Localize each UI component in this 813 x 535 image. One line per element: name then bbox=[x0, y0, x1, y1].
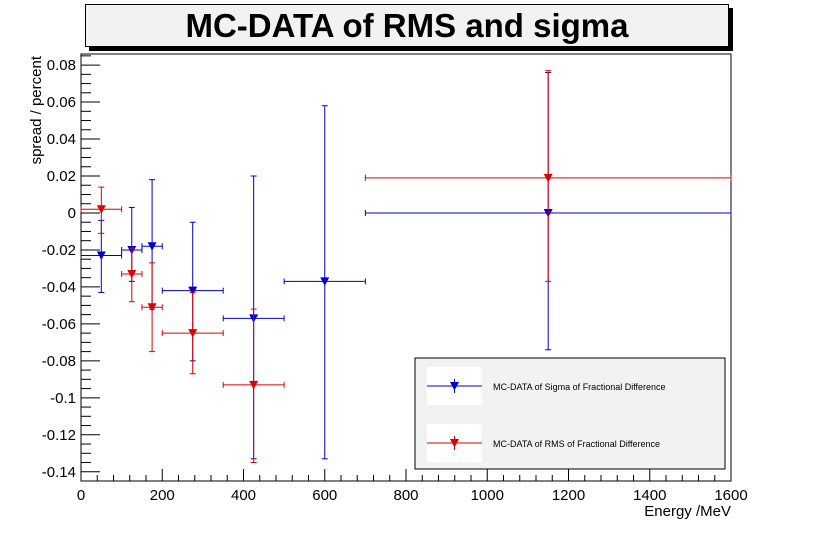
legend-label-rms: MC-DATA of RMS of Fractional Difference bbox=[493, 439, 660, 449]
legend-marker bbox=[450, 439, 459, 448]
y-tick-label: 0.08 bbox=[47, 57, 76, 74]
y-tick-label: -0.08 bbox=[42, 353, 76, 370]
data-point-marker bbox=[188, 286, 198, 296]
x-axis-label: Energy /MeV bbox=[644, 503, 731, 520]
y-tick-label: 0.02 bbox=[47, 168, 76, 185]
y-tick-label: -0.02 bbox=[42, 242, 76, 259]
y-tick-label: -0.1 bbox=[50, 390, 76, 407]
x-tick-label: 0 bbox=[77, 487, 85, 504]
y-axis-label: spread / percent bbox=[28, 55, 45, 164]
x-tick-label: 1200 bbox=[552, 487, 585, 504]
data-point-marker bbox=[96, 205, 106, 214]
y-tick-label: -0.14 bbox=[42, 464, 76, 481]
x-tick-label: 1600 bbox=[714, 487, 747, 504]
data-point-marker bbox=[96, 251, 106, 260]
data-point-marker bbox=[127, 269, 137, 279]
y-tick-label: 0.06 bbox=[47, 94, 76, 111]
x-tick-label: 400 bbox=[231, 487, 256, 504]
legend-label-sigma: MC-DATA of Sigma of Fractional Differenc… bbox=[493, 382, 666, 392]
data-point-marker bbox=[543, 173, 553, 183]
data-point-marker bbox=[147, 242, 157, 251]
x-tick-label: 200 bbox=[150, 487, 175, 504]
x-tick-label: 1400 bbox=[633, 487, 666, 504]
data-point-marker bbox=[320, 277, 330, 286]
y-tick-label: -0.06 bbox=[42, 316, 76, 333]
legend-marks bbox=[427, 379, 482, 450]
x-tick-label: 600 bbox=[312, 487, 337, 504]
data-point-marker bbox=[188, 329, 198, 338]
data-point-marker bbox=[249, 380, 259, 390]
chart-title: MC-DATA of RMS and sigma bbox=[185, 6, 629, 44]
chart-title-box: MC-DATA of RMS and sigma bbox=[85, 4, 729, 47]
x-tick-label: 800 bbox=[393, 487, 418, 504]
y-tick-label: 0.04 bbox=[47, 131, 76, 148]
series-layer bbox=[80, 70, 732, 464]
x-tick-label: 1000 bbox=[471, 487, 504, 504]
y-tick-label: -0.04 bbox=[42, 279, 76, 296]
legend-marker bbox=[450, 382, 459, 391]
axes: 0 200 400 600 800 1000 1200 1400 1600 -0.14 -0.12 -… bbox=[42, 55, 748, 504]
series-1 bbox=[80, 70, 732, 464]
y-tick-label: -0.12 bbox=[42, 427, 76, 444]
legend: MC-DATA of Sigma of Fractional Differenc… bbox=[414, 357, 726, 470]
data-point-marker bbox=[147, 303, 157, 312]
y-tick-label: 0 bbox=[68, 205, 76, 222]
